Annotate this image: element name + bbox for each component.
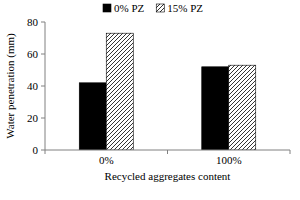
- y-axis-title: Water penetration (mm): [4, 33, 17, 139]
- bar: [229, 65, 256, 150]
- chart-root: 0 20 40 60 80 0% 100% Recycled aggregates conte…: [0, 0, 300, 200]
- y-tick: [41, 22, 45, 23]
- y-tick: [41, 118, 45, 119]
- bar: [106, 33, 133, 150]
- y-tick: [41, 86, 45, 87]
- chart-svg: 0 20 40 60 80 0% 100% Recycled aggregates conte…: [0, 0, 300, 200]
- bar: [202, 67, 229, 150]
- x-tick-label: 100%: [216, 154, 242, 166]
- legend-swatch: [103, 4, 111, 12]
- y-tick-label: 80: [27, 16, 39, 28]
- bar: [79, 83, 106, 150]
- legend-label: 15% PZ: [167, 2, 203, 14]
- x-axis-title: Recycled aggregates content: [105, 170, 231, 182]
- bars: [79, 33, 256, 150]
- x-tick: [290, 150, 291, 154]
- legend-swatch: [156, 4, 164, 12]
- x-tick: [167, 150, 168, 154]
- y-tick-label: 20: [27, 112, 39, 124]
- y-tick-label: 0: [33, 144, 39, 156]
- y-tick-label: 60: [27, 48, 39, 60]
- x-tick-label: 0%: [99, 154, 114, 166]
- y-tick-label: 40: [27, 80, 39, 92]
- y-tick: [41, 54, 45, 55]
- legend-label: 0% PZ: [114, 2, 145, 14]
- y-tick: [41, 150, 45, 151]
- legend: 0% PZ 15% PZ: [103, 2, 203, 14]
- x-tick: [45, 150, 46, 154]
